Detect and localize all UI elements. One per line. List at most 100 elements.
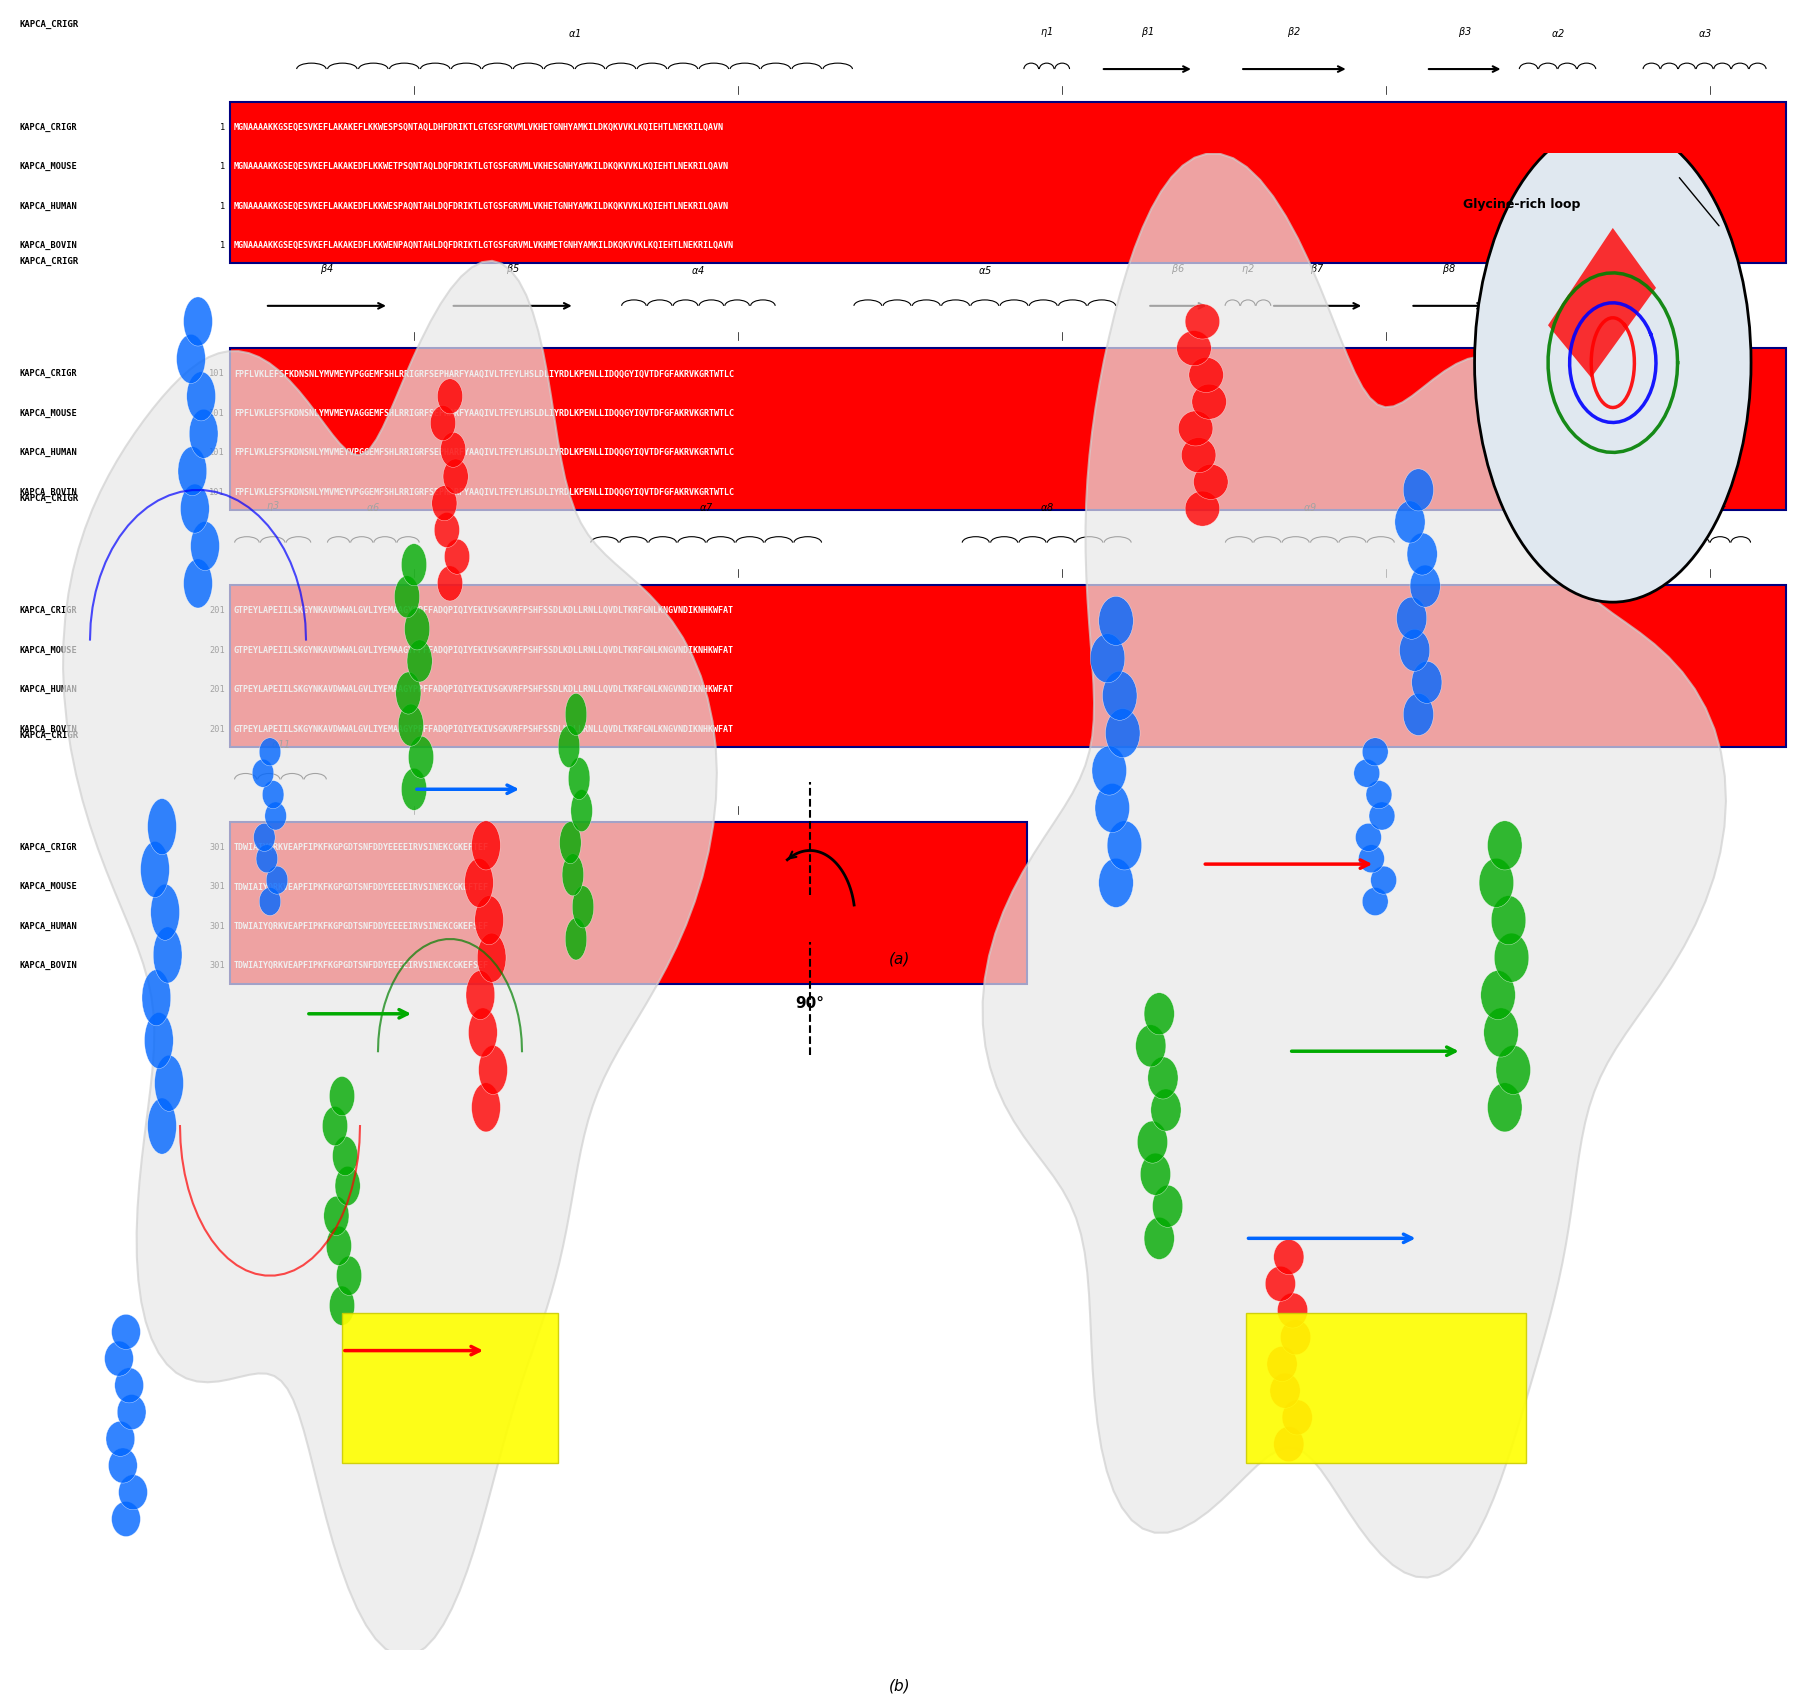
- Text: $\beta$5: $\beta$5: [506, 262, 520, 276]
- Text: KAPCA_CRIGR: KAPCA_CRIGR: [20, 20, 79, 29]
- Ellipse shape: [1184, 492, 1220, 526]
- Text: $\beta$1: $\beta$1: [1141, 26, 1154, 39]
- Ellipse shape: [256, 845, 277, 873]
- Ellipse shape: [184, 560, 212, 607]
- Text: $\alpha$7: $\alpha$7: [698, 502, 713, 514]
- Text: $\eta$2: $\eta$2: [1240, 262, 1255, 276]
- Text: $\alpha$9: $\alpha$9: [1303, 502, 1318, 514]
- Text: GTPEYLAPEIILSKGYNKAVDWWALGVLIYEMAAGYPPFFADQPIQIYEKIVSGKVRFPSHFSSDLKDLLRNLLQVDLTK: GTPEYLAPEIILSKGYNKAVDWWALGVLIYEMAAGYPPFF…: [234, 725, 734, 733]
- Ellipse shape: [1397, 597, 1427, 640]
- Text: MGNAAAAKKGSEQESVKEFLAKAKEDFLKKWETPSQNTAQLDQFDRIKTLGTGSFGRVMLVKHESGNHYAMKILDKQKVV: MGNAAAAKKGSEQESVKEFLAKAKEDFLKKWETPSQNTAQ…: [234, 162, 729, 172]
- Ellipse shape: [398, 704, 423, 747]
- Text: Glycine-rich loop: Glycine-rich loop: [1463, 197, 1580, 211]
- Ellipse shape: [254, 823, 275, 852]
- Ellipse shape: [1138, 1121, 1168, 1163]
- Polygon shape: [1548, 228, 1656, 378]
- Text: KAPCA_HUMAN: KAPCA_HUMAN: [20, 449, 77, 458]
- Ellipse shape: [1181, 437, 1217, 473]
- Text: $\eta$4: $\eta$4: [1714, 498, 1726, 514]
- Text: $\alpha$6: $\alpha$6: [365, 502, 380, 514]
- Ellipse shape: [263, 781, 284, 808]
- Ellipse shape: [326, 1226, 351, 1266]
- Text: 101: 101: [209, 449, 225, 458]
- Ellipse shape: [322, 1106, 347, 1146]
- Ellipse shape: [1366, 781, 1391, 808]
- Ellipse shape: [1400, 629, 1429, 672]
- Ellipse shape: [1265, 1266, 1296, 1301]
- Ellipse shape: [1188, 357, 1224, 393]
- Ellipse shape: [1102, 672, 1138, 720]
- Text: KAPCA_BOVIN: KAPCA_BOVIN: [20, 488, 77, 497]
- Ellipse shape: [329, 1286, 355, 1325]
- Ellipse shape: [401, 544, 427, 585]
- Ellipse shape: [1494, 934, 1528, 981]
- Ellipse shape: [266, 866, 288, 895]
- Ellipse shape: [409, 737, 434, 779]
- Text: KAPCA_BOVIN: KAPCA_BOVIN: [20, 961, 77, 970]
- Text: KAPCA_MOUSE: KAPCA_MOUSE: [20, 162, 77, 172]
- Ellipse shape: [1098, 597, 1134, 645]
- Ellipse shape: [472, 822, 500, 869]
- Ellipse shape: [394, 575, 419, 617]
- Text: KAPCA_MOUSE: KAPCA_MOUSE: [20, 883, 77, 891]
- Ellipse shape: [1177, 330, 1211, 366]
- Ellipse shape: [1148, 1056, 1177, 1099]
- Ellipse shape: [558, 725, 580, 767]
- Ellipse shape: [432, 486, 457, 521]
- Ellipse shape: [104, 1340, 133, 1376]
- Ellipse shape: [572, 886, 594, 929]
- Polygon shape: [342, 1313, 558, 1463]
- Text: MGNAAAAKKGSEQESVKEFLAKAKEFLKKWESPSQNTAQLDHFDRIKTLGTGSFGRVMLVKHETGNHYAMKILDKQKVVK: MGNAAAAKKGSEQESVKEFLAKAKEFLKKWESPSQNTAQL…: [234, 122, 724, 131]
- Text: KAPCA_HUMAN: KAPCA_HUMAN: [20, 922, 77, 930]
- Ellipse shape: [176, 335, 205, 383]
- Text: GTPEYLAPEIILSKGYNKAVDWWALGVLIYEMAAGYPPFFADQPIQIYEKIVSGKVRFPSHFSSDLKDLLRNLLQVDLTK: GTPEYLAPEIILSKGYNKAVDWWALGVLIYEMAAGYPPFF…: [234, 646, 734, 655]
- Ellipse shape: [119, 1475, 148, 1510]
- Ellipse shape: [1487, 822, 1523, 869]
- Text: 301: 301: [209, 883, 225, 891]
- Text: 201: 201: [209, 646, 225, 655]
- Ellipse shape: [466, 971, 495, 1019]
- Text: $\beta$2: $\beta$2: [1287, 26, 1301, 39]
- Ellipse shape: [117, 1395, 146, 1429]
- Ellipse shape: [430, 405, 455, 441]
- Ellipse shape: [1280, 1320, 1310, 1354]
- Text: $\beta$3: $\beta$3: [1458, 26, 1472, 39]
- Ellipse shape: [259, 738, 281, 765]
- Polygon shape: [1246, 1313, 1526, 1463]
- Text: GTPEYLAPEIILSKGYNKAVDWWALGVLIYEMAAGYPPFFADQPIQIYEKIVSGKVRFPSHFSSDLKDLLRNLLQVDLTK: GTPEYLAPEIILSKGYNKAVDWWALGVLIYEMAAGYPPFF…: [234, 606, 734, 616]
- Text: KAPCA_BOVIN: KAPCA_BOVIN: [20, 725, 77, 733]
- Ellipse shape: [1152, 1186, 1183, 1228]
- Ellipse shape: [1105, 709, 1139, 757]
- Ellipse shape: [140, 842, 169, 898]
- Text: KAPCA_CRIGR: KAPCA_CRIGR: [20, 844, 77, 852]
- Text: 201: 201: [209, 725, 225, 733]
- Text: $\alpha$11: $\alpha$11: [270, 738, 290, 750]
- Ellipse shape: [335, 1167, 360, 1206]
- Ellipse shape: [153, 927, 182, 983]
- Ellipse shape: [565, 919, 587, 959]
- Ellipse shape: [1480, 859, 1514, 907]
- Ellipse shape: [1107, 822, 1141, 869]
- Text: TDWIAIYQRKVEAPFIPKFKGPGDTSNFDDYEEEEIRVSINEKCGKEFTEF: TDWIAIYQRKVEAPFIPKFKGPGDTSNFDDYEEEEIRVSI…: [234, 844, 490, 852]
- Ellipse shape: [475, 896, 504, 944]
- Ellipse shape: [106, 1422, 135, 1456]
- Text: 101: 101: [209, 488, 225, 497]
- Text: KAPCA_CRIGR: KAPCA_CRIGR: [20, 730, 79, 740]
- Ellipse shape: [151, 885, 180, 941]
- Ellipse shape: [148, 799, 176, 856]
- Ellipse shape: [1179, 412, 1213, 446]
- Ellipse shape: [468, 1009, 497, 1056]
- Text: KAPCA_CRIGR: KAPCA_CRIGR: [20, 606, 77, 616]
- Circle shape: [1474, 122, 1751, 602]
- Text: FPFLVKLEFSFKDNSNLYMVMEYVPGGEMFSHLRRIGRFSEPHARFYAAQIVLTFEYLHSLDLIYRDLKPENLLIDQQGY: FPFLVKLEFSFKDNSNLYMVMEYVPGGEMFSHLRRIGRFS…: [234, 369, 734, 378]
- Polygon shape: [983, 153, 1726, 1577]
- Text: KAPCA_MOUSE: KAPCA_MOUSE: [20, 646, 77, 655]
- Ellipse shape: [189, 410, 218, 458]
- Ellipse shape: [1136, 1024, 1166, 1067]
- Ellipse shape: [1359, 845, 1384, 873]
- Text: KAPCA_CRIGR: KAPCA_CRIGR: [20, 493, 79, 503]
- Ellipse shape: [1150, 1089, 1181, 1131]
- Ellipse shape: [324, 1196, 349, 1235]
- Ellipse shape: [1098, 859, 1134, 907]
- Text: 101: 101: [209, 408, 225, 418]
